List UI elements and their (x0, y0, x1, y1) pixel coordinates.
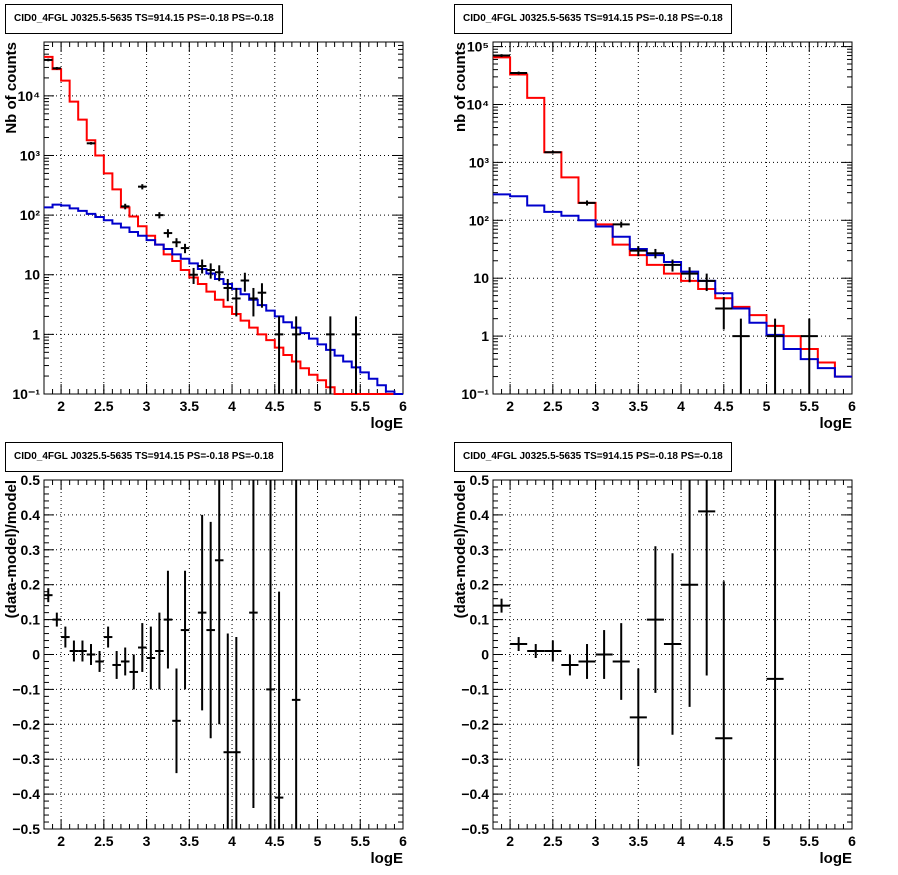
panel-3-title: CID0_4FGL J0325.5-5635 TS=914.15 PS=-0.1… (5, 442, 283, 472)
panel-1-x-tick-label: 2.5 (94, 398, 114, 414)
panel-2-y-tick-label: 10⁴ (467, 96, 490, 112)
panel-1-x-tick-label: 5 (314, 398, 322, 414)
panel-2-x-tick-label: 2 (506, 398, 514, 414)
panel-4-x-tick-label: 6 (848, 833, 856, 849)
panel-2-x-tick-label: 4 (677, 398, 685, 414)
panel-2-y-tick-label: 1 (481, 328, 489, 344)
panel-1-x-tick-label: 4.5 (265, 398, 285, 414)
panel-1-y-tick-label: 10³ (20, 147, 41, 163)
panel-1-x-tick-label: 6 (399, 398, 407, 414)
panel-3-x-tick-label: 6 (399, 833, 407, 849)
panel-3-y-tick-label: 0 (32, 647, 40, 663)
panel-3-x-tick-label: 2.5 (94, 833, 114, 849)
panel-3-y-tick-label: −0.5 (12, 821, 40, 837)
panel-2-y-axis-title: nb of counts (452, 42, 469, 132)
panel-1-y-tick-label: 10 (24, 267, 40, 283)
panel-4-x-axis-title: logE (820, 850, 853, 867)
panel-1-x-tick-label: 4 (228, 398, 236, 414)
panel-1-y-tick-label: 10⁻¹ (12, 386, 40, 402)
panel-4-x-tick-label: 5 (763, 833, 771, 849)
panel-3-x-tick-label: 5 (314, 833, 322, 849)
panel-3-y-axis-title: (data-model)/model (3, 480, 20, 618)
panel-2-x-tick-label: 5.5 (800, 398, 820, 414)
panel-1-x-axis-title: logE (371, 415, 404, 432)
panel-2-y-tick-label: 10⁵ (467, 39, 489, 55)
panel-2-frame (492, 41, 853, 395)
panel-1-series-1-line (44, 203, 403, 395)
panel-2-x-tick-label: 5 (763, 398, 771, 414)
panel-1-series-0-line (44, 55, 403, 395)
panel-1-y-tick-label: 10⁴ (18, 88, 41, 104)
panel-1-y-tick-label: 10² (20, 207, 41, 223)
panel-3-y-tick-label: 0.5 (21, 472, 41, 488)
panel-2-y-tick-label: 10 (473, 270, 489, 286)
panel-2-y-tick-label: 10² (469, 212, 490, 228)
panel-4-x-tick-label: 3 (592, 833, 600, 849)
panel-2-series-1-line (493, 193, 852, 378)
panel-4-x-tick-label: 3.5 (629, 833, 649, 849)
panel-4-y-tick-label: −0.1 (461, 681, 489, 697)
panel-3-y-tick-label: −0.3 (12, 751, 40, 767)
panel-4-y-tick-label: 0 (481, 647, 489, 663)
panel-4-x-tick-label: 4.5 (714, 833, 734, 849)
panel-3-x-axis-title: logE (371, 850, 404, 867)
panel-3-y-tick-label: −0.2 (12, 716, 40, 732)
panel-4-y-tick-label: 0.1 (470, 612, 490, 628)
panel-4-y-tick-label: −0.2 (461, 716, 489, 732)
panel-1-title: CID0_4FGL J0325.5-5635 TS=914.15 PS=-0.1… (5, 4, 283, 34)
panel-4-y-tick-label: 0.3 (470, 542, 490, 558)
panel-2-series-0-line (493, 56, 852, 378)
panel-3-x-tick-label: 3.5 (180, 833, 200, 849)
panel-3-y-tick-label: −0.1 (12, 681, 40, 697)
panel-3-x-tick-label: 2 (57, 833, 65, 849)
panel-1-x-tick-label: 5.5 (351, 398, 371, 414)
panel-2-x-tick-label: 2.5 (543, 398, 563, 414)
panel-3-frame (43, 479, 404, 830)
panel-1-x-tick-label: 3 (143, 398, 151, 414)
panel-2-x-tick-label: 4.5 (714, 398, 734, 414)
panel-4-y-axis-title: (data-model)/model (452, 480, 469, 618)
panel-4-y-tick-label: 0.2 (470, 577, 490, 593)
panel-2-y-tick-label: 10³ (469, 154, 490, 170)
panel-4-title: CID0_4FGL J0325.5-5635 TS=914.15 PS=-0.1… (454, 442, 732, 472)
panel-1-y-tick-label: 1 (32, 326, 40, 342)
panel-2-x-axis-title: logE (820, 415, 853, 432)
panel-2-y-tick-label: 10⁻¹ (461, 386, 489, 402)
panel-2-x-tick-label: 6 (848, 398, 856, 414)
panel-4-x-tick-label: 2 (506, 833, 514, 849)
panel-2-title: CID0_4FGL J0325.5-5635 TS=914.15 PS=-0.1… (454, 4, 732, 34)
panel-4-y-tick-label: 0.4 (470, 507, 490, 523)
panel-3-x-tick-label: 3 (143, 833, 151, 849)
panel-3-y-tick-label: 0.3 (21, 542, 41, 558)
panel-1-frame (43, 41, 404, 395)
panel-3-y-tick-label: 0.1 (21, 612, 41, 628)
panel-4-x-tick-label: 2.5 (543, 833, 563, 849)
panel-3-y-tick-label: 0.4 (21, 507, 41, 523)
panel-4-y-tick-label: −0.5 (461, 821, 489, 837)
panel-4-y-tick-label: −0.3 (461, 751, 489, 767)
panel-3-y-tick-label: 0.2 (21, 577, 41, 593)
panel-1-y-axis-title: Nb of counts (3, 42, 20, 134)
panel-2-x-tick-label: 3.5 (629, 398, 649, 414)
panel-4-x-tick-label: 5.5 (800, 833, 820, 849)
panel-3-y-tick-label: −0.4 (12, 786, 40, 802)
panel-1-x-tick-label: 3.5 (180, 398, 200, 414)
panel-1-x-tick-label: 2 (57, 398, 65, 414)
panel-4-y-tick-label: −0.4 (461, 786, 489, 802)
panel-4-y-tick-label: 0.5 (470, 472, 490, 488)
panel-4-x-tick-label: 4 (677, 833, 685, 849)
panel-3-x-tick-label: 4.5 (265, 833, 285, 849)
panel-2-x-tick-label: 3 (592, 398, 600, 414)
panel-3-x-tick-label: 4 (228, 833, 236, 849)
panel-3-x-tick-label: 5.5 (351, 833, 371, 849)
